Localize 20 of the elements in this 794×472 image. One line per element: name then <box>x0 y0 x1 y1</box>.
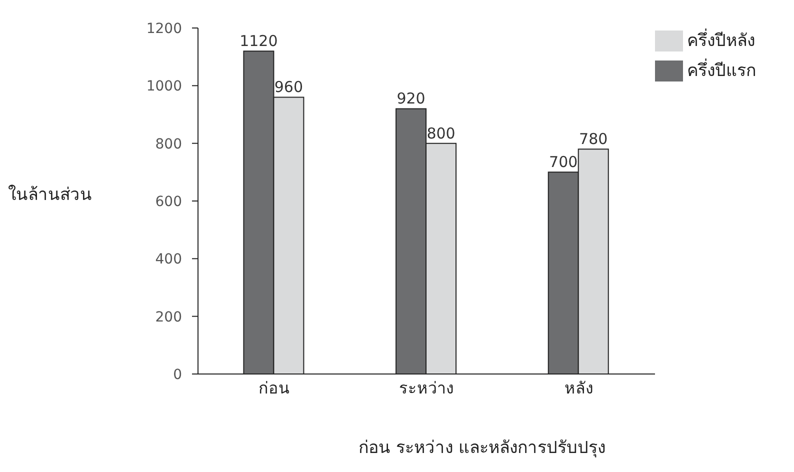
x-tick-label: ก่อน <box>258 378 290 398</box>
y-tick-label: 1200 <box>146 20 182 37</box>
x-axis-title: ก่อน ระหว่าง และหลังการปรับปรุง <box>358 437 606 460</box>
y-tick-label: 200 <box>155 309 182 326</box>
legend-label: ครึ่งปีแรก <box>687 61 756 81</box>
y-axis-title: ในล้านส่วน <box>8 184 92 207</box>
x-tick-label: หลัง <box>564 378 594 398</box>
data-label: 800 <box>426 124 456 142</box>
data-label: 780 <box>579 130 608 148</box>
y-tick-label: 800 <box>155 136 182 152</box>
data-label: 960 <box>274 78 304 96</box>
data-label: 700 <box>549 153 578 172</box>
y-tick-label: 400 <box>155 252 182 268</box>
data-label: 920 <box>396 90 426 108</box>
y-tick-label: 600 <box>155 194 182 210</box>
data-label: 1120 <box>240 32 278 50</box>
legend-label: ครึ่งปีหลัง <box>687 31 755 51</box>
x-tick-label: ระหว่าง <box>399 378 454 398</box>
y-tick-label: 0 <box>173 366 182 383</box>
y-tick-label: 1000 <box>146 78 182 95</box>
